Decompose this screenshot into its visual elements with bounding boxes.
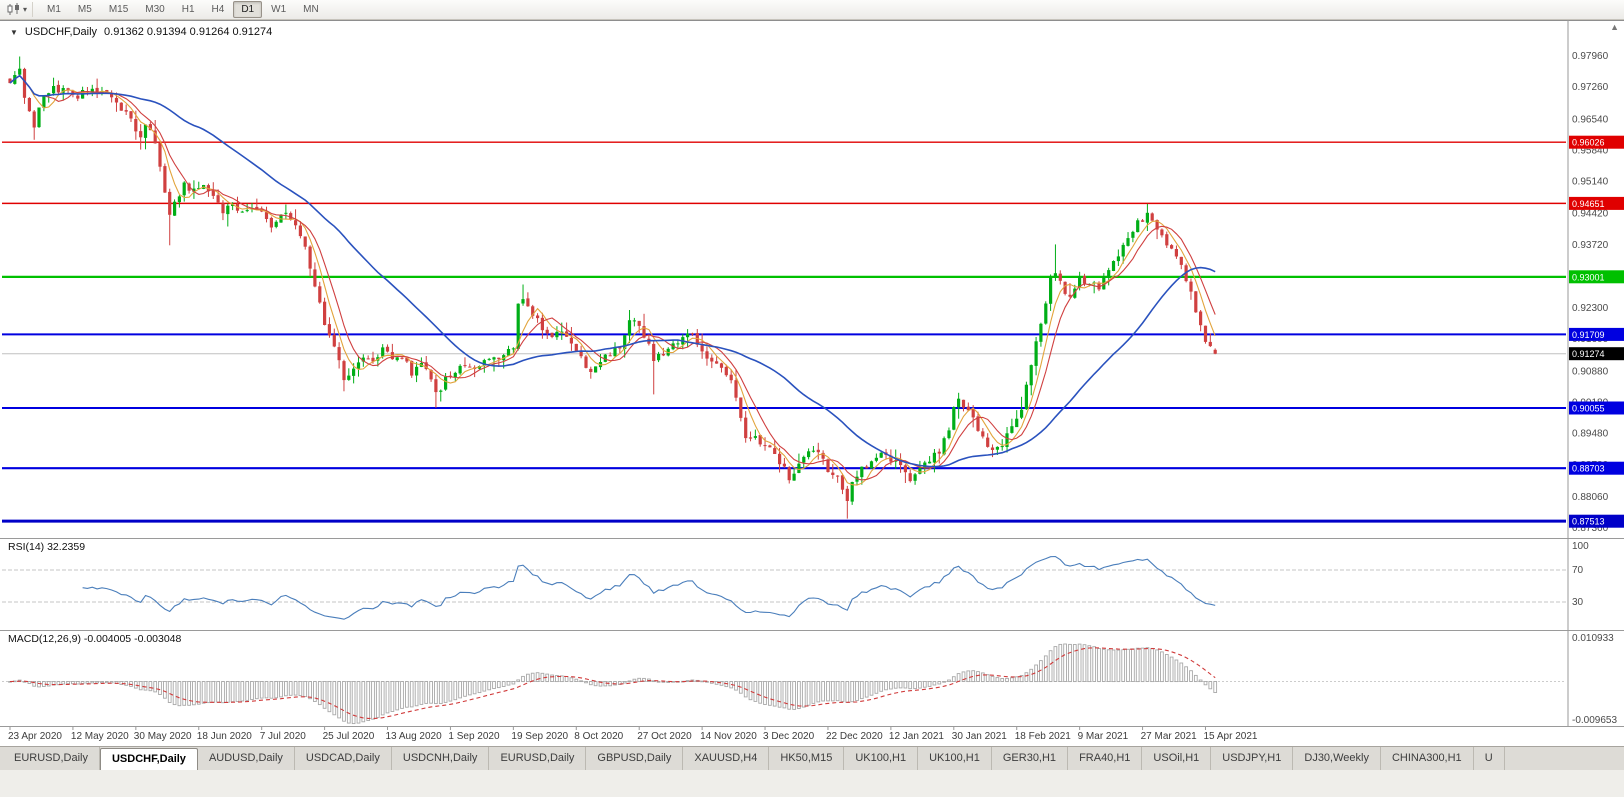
svg-text:1 Sep 2020: 1 Sep 2020 [448, 731, 500, 742]
svg-text:100: 100 [1572, 541, 1589, 552]
timeframe-button-h1[interactable]: H1 [181, 4, 195, 15]
svg-text:0.97960: 0.97960 [1572, 51, 1609, 62]
svg-text:0.87513: 0.87513 [1572, 517, 1605, 527]
chevron-down-icon: ▾ [23, 4, 28, 14]
chart-tab-xauusd-h4[interactable]: XAUUSD,H4 [683, 747, 770, 770]
svg-text:12 Jan 2021: 12 Jan 2021 [889, 731, 944, 742]
svg-text:12 May 2020: 12 May 2020 [71, 731, 129, 742]
chart-tab-usdcad-daily[interactable]: USDCAD,Daily [295, 747, 392, 770]
chart-tab-uk100-h1[interactable]: UK100,H1 [844, 747, 919, 770]
svg-text:0.94420: 0.94420 [1572, 209, 1609, 220]
svg-text:23 Apr 2020: 23 Apr 2020 [8, 731, 62, 742]
chart-tab-u[interactable]: U [1474, 747, 1505, 770]
chart-tab-usdjpy-h1[interactable]: USDJPY,H1 [1211, 747, 1294, 770]
svg-text:0.94651: 0.94651 [1572, 199, 1605, 209]
svg-text:0.90055: 0.90055 [1572, 404, 1605, 414]
timeframe-button-m30[interactable]: M30 [145, 4, 165, 15]
timeframe-button-m5[interactable]: M5 [77, 4, 92, 15]
chart-tab-usdchf-daily[interactable]: USDCHF,Daily [99, 748, 198, 770]
price-tags: 0.96026 0.94651 0.93001 0.91709 0.90055 0.887… [1569, 135, 1624, 528]
rsi-line [82, 555, 1216, 620]
svg-text:30 May 2020: 30 May 2020 [134, 731, 192, 742]
svg-text:0.93720: 0.93720 [1572, 240, 1609, 251]
svg-text:0.91274: 0.91274 [1572, 349, 1605, 359]
svg-text:0.90880: 0.90880 [1572, 366, 1609, 377]
svg-text:18 Jun 2020: 18 Jun 2020 [197, 731, 252, 742]
chart-periods-icon[interactable]: ▾ [4, 2, 34, 17]
svg-text:7 Jul 2020: 7 Jul 2020 [260, 731, 307, 742]
svg-text:18 Feb 2021: 18 Feb 2021 [1015, 731, 1072, 742]
svg-text:0.91709: 0.91709 [1572, 330, 1605, 340]
chart-tab-eurusd-daily[interactable]: EURUSD,Daily [489, 747, 587, 770]
svg-text:19 Sep 2020: 19 Sep 2020 [511, 731, 568, 742]
chart-window[interactable]: 0.97960 0.97260 0.96540 0.95840 0.95140 0.944… [0, 20, 1624, 746]
chart-tab-gbpusd-daily[interactable]: GBPUSD,Daily [586, 747, 684, 770]
svg-text:-0.009653: -0.009653 [1572, 715, 1617, 726]
svg-text:14 Nov 2020: 14 Nov 2020 [700, 731, 757, 742]
ma-5-line [9, 74, 1216, 486]
svg-text:25 Jul 2020: 25 Jul 2020 [323, 731, 375, 742]
svg-text:22 Dec 2020: 22 Dec 2020 [826, 731, 883, 742]
scroll-up-icon[interactable]: ▲ [1610, 22, 1619, 32]
svg-text:0.88703: 0.88703 [1572, 464, 1605, 474]
svg-text:13 Aug 2020: 13 Aug 2020 [386, 731, 443, 742]
chart-tab-uk100-h1[interactable]: UK100,H1 [918, 747, 992, 770]
svg-text:27 Oct 2020: 27 Oct 2020 [637, 731, 692, 742]
chart-tab-eurusd-daily[interactable]: EURUSD,Daily [3, 747, 100, 770]
svg-text:9 Mar 2021: 9 Mar 2021 [1078, 731, 1129, 742]
svg-text:8 Oct 2020: 8 Oct 2020 [574, 731, 623, 742]
status-strip [0, 770, 1624, 797]
timeframe-button-w1[interactable]: W1 [271, 4, 287, 15]
timeframe-button-m15[interactable]: M15 [108, 4, 129, 15]
svg-text:0.92300: 0.92300 [1572, 303, 1609, 314]
chart-tab-usdcnh-daily[interactable]: USDCNH,Daily [392, 747, 490, 770]
svg-text:0.97260: 0.97260 [1572, 82, 1609, 93]
chart-tab-hk50-m15[interactable]: HK50,M15 [769, 747, 845, 770]
timeframe-button-m1[interactable]: M1 [47, 4, 61, 15]
ma-34-line [9, 74, 1216, 468]
chart-tab-fra40-h1[interactable]: FRA40,H1 [1068, 747, 1143, 770]
date-axis: 23 Apr 2020 12 May 2020 30 May 2020 18 Jun … [8, 726, 1258, 742]
svg-text:15 Apr 2021: 15 Apr 2021 [1204, 731, 1258, 742]
svg-text:0.95140: 0.95140 [1572, 177, 1609, 188]
chart-tab-china300-h1[interactable]: CHINA300,H1 [1381, 747, 1474, 770]
svg-text:27 Mar 2021: 27 Mar 2021 [1141, 731, 1198, 742]
candlestick-chart-icon [7, 3, 19, 15]
svg-text:0.87360: 0.87360 [1572, 523, 1609, 534]
svg-text:30: 30 [1572, 597, 1584, 608]
chart-tabs-bar: EURUSD,Daily USDCHF,Daily AUDUSD,Daily USDC… [0, 746, 1624, 770]
price-chart-canvas[interactable]: 0.97960 0.97260 0.96540 0.95840 0.95140 0.944… [0, 20, 1624, 746]
macd-signal-line [9, 647, 1216, 720]
ma-8-line [9, 74, 1216, 481]
timeframe-buttons: M1 M5 M15 M30 H1 H4 D1 W1 MN [39, 1, 327, 18]
timeframe-button-mn[interactable]: MN [303, 4, 319, 15]
svg-text:0.010933: 0.010933 [1572, 633, 1614, 644]
timeframe-toolbar: ▾ M1 M5 M15 M30 H1 H4 D1 W1 MN [0, 0, 1624, 20]
svg-text:3 Dec 2020: 3 Dec 2020 [763, 731, 815, 742]
chart-tab-ger30-h1[interactable]: GER30,H1 [992, 747, 1069, 770]
svg-text:0.95840: 0.95840 [1572, 145, 1609, 156]
svg-text:0.96026: 0.96026 [1572, 138, 1605, 148]
svg-text:30 Jan 2021: 30 Jan 2021 [952, 731, 1007, 742]
svg-text:0.96540: 0.96540 [1572, 114, 1609, 125]
svg-text:0.93001: 0.93001 [1572, 272, 1605, 282]
timeframe-button-h4[interactable]: H4 [211, 4, 225, 15]
timeframe-button-d1[interactable]: D1 [233, 1, 263, 18]
macd-histogram [8, 643, 1218, 725]
svg-text:0.88060: 0.88060 [1572, 492, 1609, 503]
svg-text:0.89480: 0.89480 [1572, 429, 1609, 440]
svg-text:70: 70 [1572, 565, 1584, 576]
chart-tab-dj30-weekly[interactable]: DJ30,Weekly [1293, 747, 1381, 770]
chart-tab-usoil-h1[interactable]: USOil,H1 [1142, 747, 1212, 770]
chart-tab-audusd-daily[interactable]: AUDUSD,Daily [198, 747, 295, 770]
level-lines[interactable] [2, 141, 1566, 523]
